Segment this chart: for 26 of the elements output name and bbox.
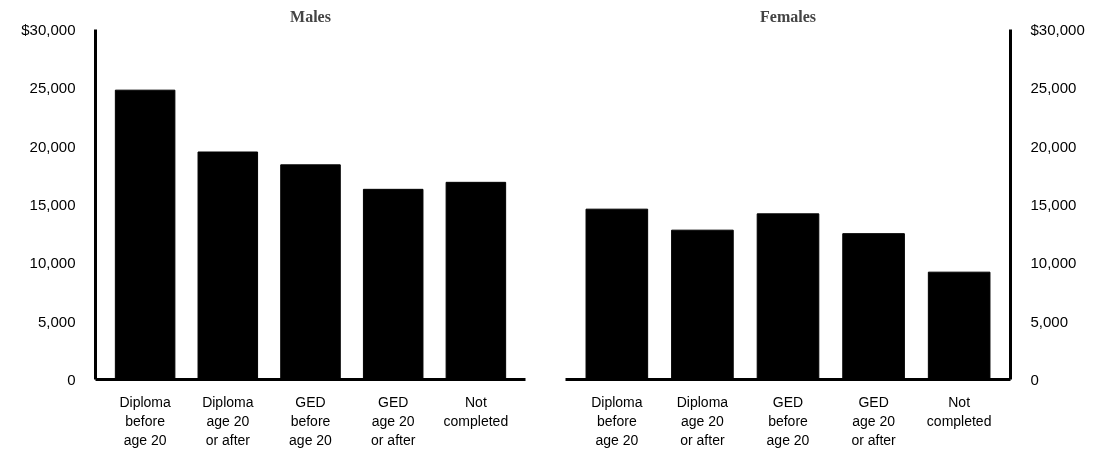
y-tick-label: 0 [67, 371, 76, 388]
y-tick-label: 5,000 [1030, 312, 1069, 330]
chart-title: Females [760, 7, 816, 25]
x-tick-label: Diploma age 20 or after [202, 393, 254, 448]
x-tick-label: Diploma before age 20 [119, 393, 172, 448]
y-tick-label: $30,000 [1030, 21, 1085, 38]
x-tick-label: GED age 20 or after [371, 393, 416, 448]
y-tick-label: 20,000 [1030, 137, 1077, 155]
y-tick-label: $30,000 [21, 21, 76, 38]
y-tick-label: 20,000 [29, 137, 76, 155]
y-tick-label: 15,000 [29, 196, 76, 213]
y-tick-label: 0 [1030, 371, 1039, 388]
y-tick-label: 5,000 [37, 312, 76, 330]
y-tick-label: 25,000 [1030, 79, 1077, 97]
y-tick-label: 10,000 [1030, 254, 1077, 272]
x-tick-label: GED age 20 or after [851, 393, 897, 448]
x-tick-label: Diploma age 20 or after [676, 393, 729, 448]
x-tick-label: GED before age 20 [766, 393, 810, 448]
x-tick-label: Not completed [443, 393, 509, 429]
y-tick-label: 15,000 [1030, 196, 1077, 213]
x-tick-label: GED before age 20 [289, 393, 333, 448]
y-tick-label: 25,000 [29, 79, 76, 97]
x-tick-label: Diploma before age 20 [591, 393, 643, 448]
chart-title: Males [290, 7, 331, 25]
x-tick-label: Not completed [926, 393, 992, 429]
y-tick-label: 10,000 [29, 254, 76, 272]
